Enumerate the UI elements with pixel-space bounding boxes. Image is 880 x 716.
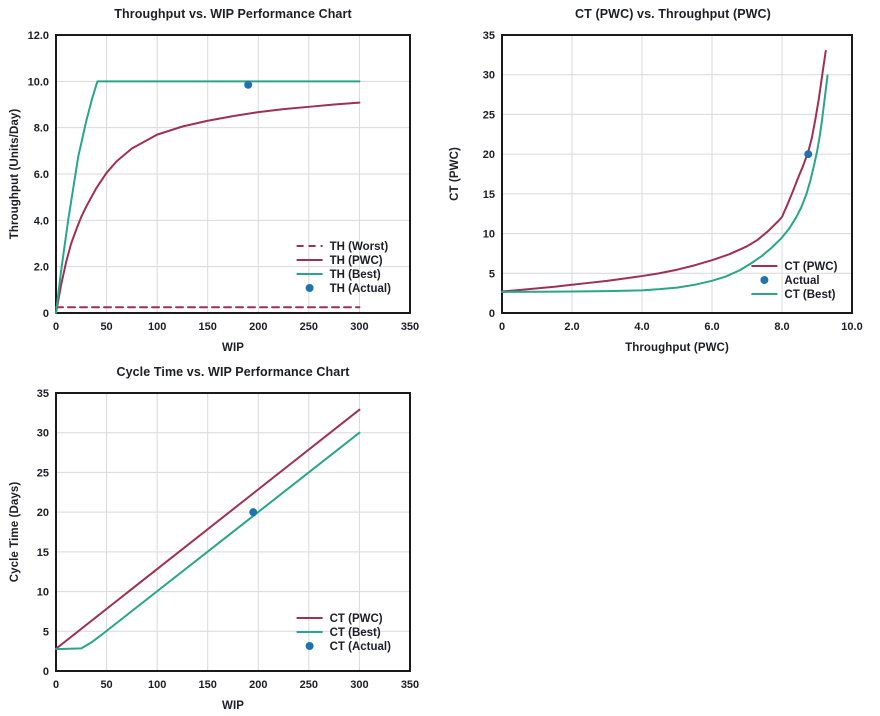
legend-label-ct-actual: CT (Actual) xyxy=(330,641,392,653)
plot-border xyxy=(501,34,853,314)
chart-svg: 0 50 100 150 200 250 300 350 0 5 10 15 20 25 30 35 WIP Cy… xyxy=(9,388,419,712)
y-tick-label: 20 xyxy=(37,507,49,519)
series-ct-best xyxy=(55,431,361,651)
y-tick-label: 20 xyxy=(483,149,495,161)
legend-label-ct-best: CT (Best) xyxy=(784,289,835,301)
y-tick-label: 4.0 xyxy=(34,215,49,227)
x-axis-label: WIP xyxy=(222,342,244,354)
x-tick-label: 150 xyxy=(199,679,217,691)
chart-title: CT (PWC) vs. Throughput (PWC) xyxy=(575,7,771,21)
x-tick-label: 200 xyxy=(249,321,267,333)
chart-plot-canvas: 0 50 100 150 200 250 300 350 0 5 10 15 20 25 30 35 WIP Cy… xyxy=(6,383,434,715)
x-tick-label: 8.0 xyxy=(774,321,789,333)
cycle-time-vs-wip-chart: Cycle Time vs. WIP Performance Chart 0 50… xyxy=(0,358,440,716)
y-tick-label: 5 xyxy=(489,268,495,280)
x-tick-label: 4.0 xyxy=(634,321,649,333)
x-tick-label: 350 xyxy=(401,679,419,691)
throughput-vs-wip-chart: Throughput vs. WIP Performance Chart 0 50… xyxy=(0,0,440,358)
x-axis-label: WIP xyxy=(222,700,244,712)
y-tick-label: 10 xyxy=(37,587,49,599)
y-tick-label: 15 xyxy=(37,547,49,559)
plot-border xyxy=(55,392,411,672)
x-tick-label: 2.0 xyxy=(564,321,579,333)
legend-marker-actual xyxy=(760,276,769,284)
legend-label-th-actual: TH (Actual) xyxy=(330,283,392,295)
x-tick-label: 50 xyxy=(100,679,112,691)
y-tick-label: 25 xyxy=(483,109,495,121)
legend: CT (PWC) Actual CT (Best) xyxy=(751,261,838,301)
y-tick-label: 35 xyxy=(37,388,49,400)
y-tick-label: 10 xyxy=(483,229,495,241)
y-tick-label: 25 xyxy=(37,467,49,479)
legend-label-ct-pwc: CT (PWC) xyxy=(330,613,383,625)
chart-svg: 0 50 100 150 200 250 300 350 0 2.0 4.0 6.0 8.0 10.0 12… xyxy=(9,30,419,354)
legend-label-th-pwc: TH (PWC) xyxy=(330,255,383,267)
series-th-actual xyxy=(244,80,253,89)
y-tick-label: 2.0 xyxy=(34,262,49,274)
series-ct-actual xyxy=(249,508,258,517)
y-axis-label: Cycle Time (Days) xyxy=(9,482,21,583)
y-tick-label: 5 xyxy=(43,626,49,638)
y-tick-label: 12.0 xyxy=(28,30,49,42)
x-tick-label: 300 xyxy=(350,679,368,691)
x-tick-label: 50 xyxy=(100,321,112,333)
x-tick-label: 250 xyxy=(300,321,318,333)
x-tick-label: 100 xyxy=(148,679,166,691)
series-th-best xyxy=(55,80,361,314)
series-th-pwc xyxy=(55,101,361,314)
y-tick-label: 0 xyxy=(43,308,49,320)
legend-label-th-worst: TH (Worst) xyxy=(330,241,389,253)
chart-plot-canvas: 0 50 100 150 200 250 300 350 0 2.0 4.0 6.0 8.0 10.0 12… xyxy=(6,25,434,357)
chart-plot-canvas: 0 2.0 4.0 6.0 8.0 10.0 0 5 10 15 20 25 30 35 Throughpu… xyxy=(446,25,874,357)
x-tick-label: 100 xyxy=(148,321,166,333)
y-tick-label: 8.0 xyxy=(34,123,49,135)
legend-label-th-best: TH (Best) xyxy=(330,269,381,281)
y-tick-label: 10.0 xyxy=(28,76,49,88)
legend-marker-ct-actual xyxy=(305,642,314,650)
x-tick-label: 0 xyxy=(499,321,505,333)
x-axis-label: Throughput (PWC) xyxy=(625,342,729,354)
chart-title: Throughput vs. WIP Performance Chart xyxy=(114,7,352,21)
x-tick-label: 10.0 xyxy=(841,321,862,333)
x-tick-label: 200 xyxy=(249,679,267,691)
legend: CT (PWC) CT (Best) CT (Actual) xyxy=(296,613,392,653)
series-ct-best xyxy=(501,74,829,293)
y-tick-label: 30 xyxy=(37,428,49,440)
empty-area xyxy=(440,358,880,716)
chart-svg: 0 2.0 4.0 6.0 8.0 10.0 0 5 10 15 20 25 30 35 Throughpu… xyxy=(449,30,863,354)
y-tick-label: 6.0 xyxy=(34,169,49,181)
x-tick-label: 150 xyxy=(199,321,217,333)
chart-title: Cycle Time vs. WIP Performance Chart xyxy=(116,365,350,379)
ct-vs-throughput-chart: CT (PWC) vs. Throughput (PWC) 0 2.0 4.0 6.0… xyxy=(440,0,880,358)
x-tick-label: 250 xyxy=(300,679,318,691)
y-tick-label: 15 xyxy=(483,189,495,201)
x-tick-label: 300 xyxy=(350,321,368,333)
x-tick-label: 0 xyxy=(53,679,59,691)
legend-label-actual: Actual xyxy=(784,275,819,287)
plot-border xyxy=(55,34,411,314)
y-tick-label: 30 xyxy=(483,70,495,82)
series-actual xyxy=(804,150,813,159)
y-axis-label: Throughput (Units/Day) xyxy=(9,109,21,240)
y-tick-label: 0 xyxy=(43,666,49,678)
legend: TH (Worst) TH (PWC) TH (Best) TH (Actual) xyxy=(296,241,392,295)
y-tick-label: 0 xyxy=(489,308,495,320)
legend-label-ct-pwc: CT (PWC) xyxy=(784,261,837,273)
x-tick-label: 350 xyxy=(401,321,419,333)
y-tick-label: 35 xyxy=(483,30,495,42)
series-ct-pwc xyxy=(55,408,361,650)
y-axis-label: CT (PWC) xyxy=(449,147,461,201)
x-tick-label: 6.0 xyxy=(704,321,719,333)
legend-marker-th-actual xyxy=(305,284,314,292)
x-tick-label: 0 xyxy=(53,321,59,333)
series-ct-pwc xyxy=(501,49,827,293)
legend-label-ct-best: CT (Best) xyxy=(330,627,381,639)
